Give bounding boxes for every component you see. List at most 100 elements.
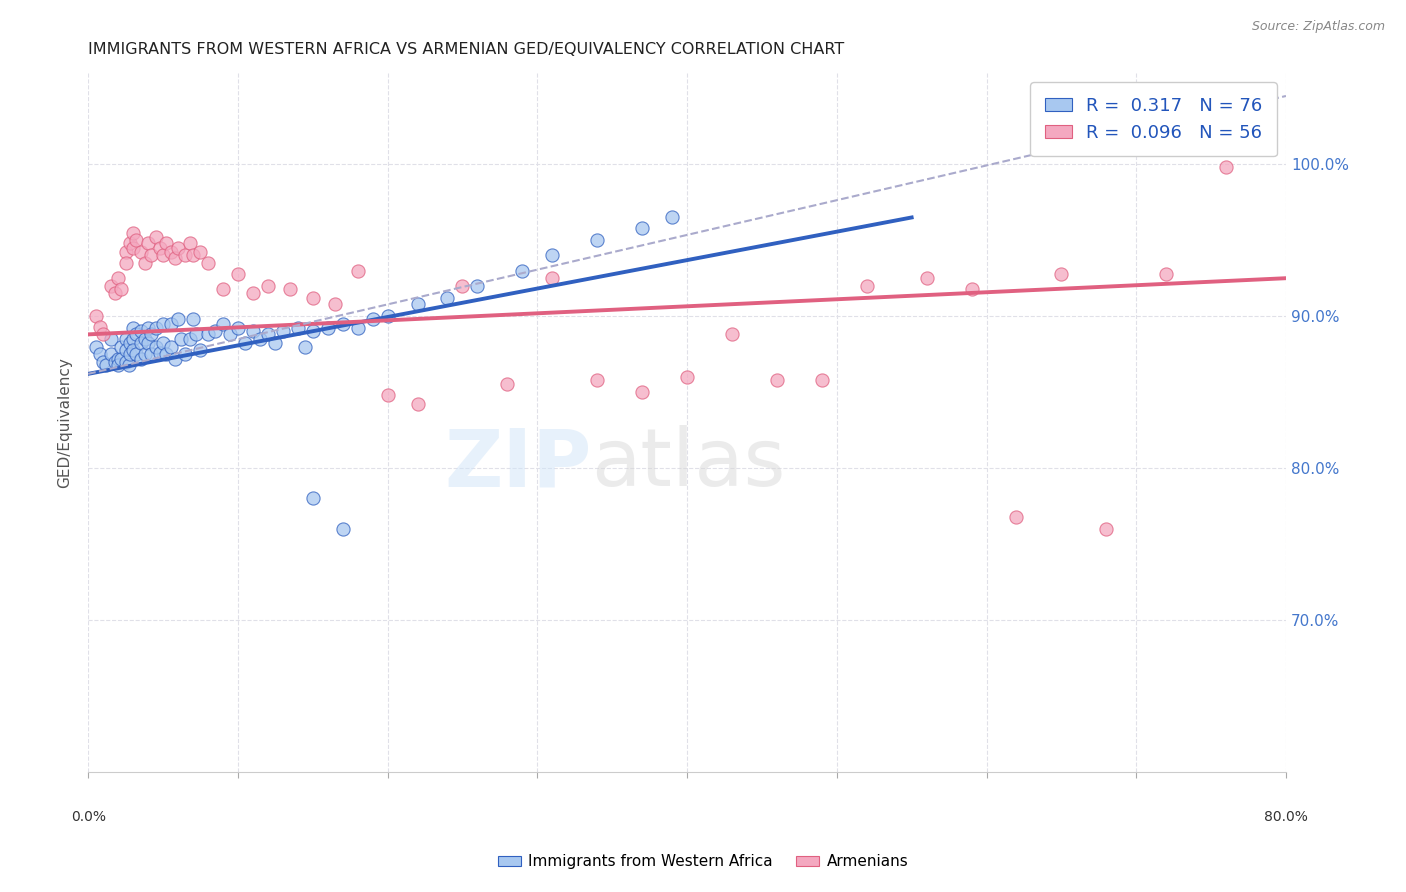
Point <box>136 236 159 251</box>
Point <box>960 282 983 296</box>
Point <box>541 248 564 262</box>
Point <box>294 339 316 353</box>
Legend: Immigrants from Western Africa, Armenians: Immigrants from Western Africa, Armenian… <box>492 848 914 875</box>
Point <box>190 245 212 260</box>
Text: atlas: atlas <box>592 425 786 503</box>
Point <box>167 241 190 255</box>
Point <box>134 347 156 361</box>
Point <box>94 358 117 372</box>
Point <box>134 332 156 346</box>
Point <box>287 321 309 335</box>
Point <box>212 282 235 296</box>
Point <box>104 286 127 301</box>
Point <box>89 319 111 334</box>
Point <box>811 373 834 387</box>
Point <box>406 297 429 311</box>
Point <box>226 321 249 335</box>
Point <box>346 263 368 277</box>
Point <box>125 233 148 247</box>
Point <box>122 321 145 335</box>
Point <box>159 339 181 353</box>
Y-axis label: GED/Equivalency: GED/Equivalency <box>58 357 72 488</box>
Point <box>316 321 339 335</box>
Point <box>242 286 264 301</box>
Point <box>120 347 142 361</box>
Point <box>915 271 938 285</box>
Point <box>100 347 122 361</box>
Point <box>107 351 129 366</box>
Point <box>136 336 159 351</box>
Point <box>332 317 354 331</box>
Point <box>586 233 609 247</box>
Point <box>125 347 148 361</box>
Point <box>855 278 877 293</box>
Point <box>152 317 174 331</box>
Point <box>110 351 132 366</box>
Point <box>1095 522 1118 536</box>
Point <box>89 347 111 361</box>
Point <box>301 491 323 506</box>
Point <box>100 332 122 346</box>
Point <box>136 321 159 335</box>
Point <box>159 317 181 331</box>
Point <box>676 370 699 384</box>
Point <box>117 358 139 372</box>
Point <box>145 339 167 353</box>
Point <box>174 248 197 262</box>
Point <box>721 327 744 342</box>
Point <box>149 241 172 255</box>
Point <box>125 327 148 342</box>
Point <box>181 312 204 326</box>
Point <box>278 282 301 296</box>
Point <box>179 332 201 346</box>
Point <box>155 347 177 361</box>
Point <box>120 336 142 351</box>
Point <box>122 332 145 346</box>
Point <box>122 241 145 255</box>
Point <box>129 245 152 260</box>
Point <box>179 236 201 251</box>
Point <box>197 327 219 342</box>
Point <box>181 248 204 262</box>
Text: Source: ZipAtlas.com: Source: ZipAtlas.com <box>1251 20 1385 33</box>
Point <box>467 278 489 293</box>
Point <box>139 327 162 342</box>
Point <box>242 324 264 338</box>
Point <box>114 355 136 369</box>
Point <box>766 373 789 387</box>
Point <box>122 226 145 240</box>
Point <box>361 312 384 326</box>
Point <box>152 248 174 262</box>
Point <box>212 317 235 331</box>
Point <box>155 236 177 251</box>
Point <box>167 312 190 326</box>
Text: IMMIGRANTS FROM WESTERN AFRICA VS ARMENIAN GED/EQUIVALENCY CORRELATION CHART: IMMIGRANTS FROM WESTERN AFRICA VS ARMENI… <box>89 42 845 57</box>
Point <box>100 278 122 293</box>
Point <box>1154 267 1177 281</box>
Point <box>377 388 399 402</box>
Point <box>1005 509 1028 524</box>
Point <box>159 245 181 260</box>
Point <box>436 291 458 305</box>
Point <box>107 358 129 372</box>
Text: 80.0%: 80.0% <box>1264 810 1308 824</box>
Point <box>104 355 127 369</box>
Point <box>184 327 207 342</box>
Point <box>541 271 564 285</box>
Point <box>114 256 136 270</box>
Text: ZIP: ZIP <box>444 425 592 503</box>
Text: 0.0%: 0.0% <box>70 810 105 824</box>
Point <box>170 332 193 346</box>
Point <box>129 336 152 351</box>
Point <box>204 324 226 338</box>
Point <box>631 385 654 400</box>
Point <box>235 336 257 351</box>
Point <box>122 343 145 357</box>
Point <box>129 324 152 338</box>
Point <box>496 377 519 392</box>
Point <box>163 252 186 266</box>
Legend: R =  0.317   N = 76, R =  0.096   N = 56: R = 0.317 N = 76, R = 0.096 N = 56 <box>1031 82 1277 156</box>
Point <box>219 327 242 342</box>
Point <box>129 351 152 366</box>
Point <box>120 236 142 251</box>
